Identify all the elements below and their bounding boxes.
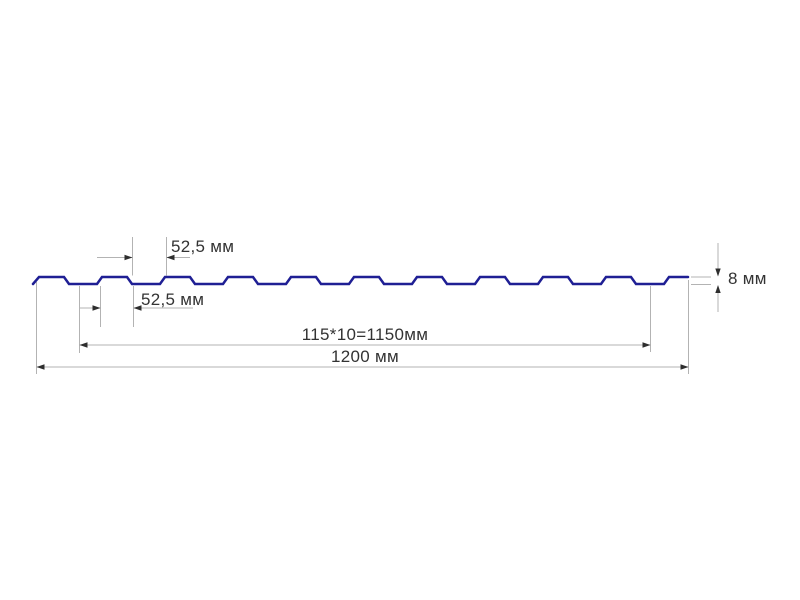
arrow-rib-top-right [166, 254, 175, 261]
arrow-1150-right [642, 342, 651, 348]
extension-lines [36, 237, 711, 374]
dimension-arrows [36, 254, 721, 370]
arrow-height-down [715, 268, 721, 277]
overall-width-label: 1200 мм [331, 347, 399, 366]
rib-top-width-label: 52,5 мм [171, 237, 234, 256]
arrow-1200-left [36, 364, 45, 370]
working-width-label: 115*10=1150мм [302, 325, 428, 344]
arrow-rib-top-left [124, 254, 133, 261]
arrow-rib-bottom-right [133, 305, 142, 311]
arrow-rib-bottom-left [92, 305, 101, 311]
arrow-height-up [715, 285, 721, 293]
arrow-1150-left [79, 342, 88, 348]
arrow-1200-right [680, 364, 689, 370]
profile-outline [31, 275, 690, 286]
dimension-labels: 52,5 мм 52,5 мм 8 мм 115*10=1150мм 1200 … [141, 237, 767, 366]
rib-bottom-width-label: 52,5 мм [141, 290, 204, 309]
profile-height-label: 8 мм [728, 269, 767, 288]
